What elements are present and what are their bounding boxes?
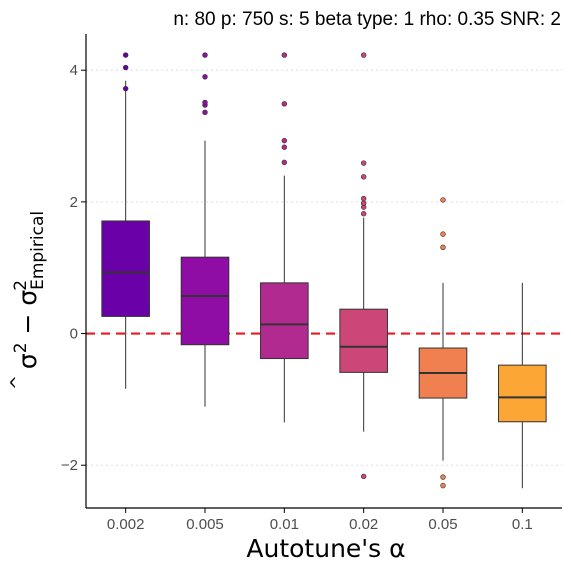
outlier-point	[122, 52, 129, 58]
outlier-point	[202, 99, 208, 106]
x-tick-label: 0.1	[512, 516, 533, 533]
box-group-2	[260, 52, 309, 423]
box-group-1	[180, 52, 230, 407]
box-group-3	[339, 52, 388, 480]
y-axis-title-power-hat: 2	[11, 342, 31, 353]
outlier-point	[440, 231, 446, 237]
y-tick-label: −2	[61, 457, 78, 474]
x-axis-ticks: 0.002 0.005 0.01 0.02 0.05 0.1	[107, 508, 533, 533]
outlier-point	[202, 52, 208, 58]
y-axis-title-text: σ2 − σ2Empirical	[11, 211, 48, 369]
chart-title: n: 80 p: 750 s: 5 beta type: 1 rho: 0.35…	[173, 9, 561, 30]
x-tick-label: 0.05	[428, 516, 457, 533]
x-tick-label: 0.005	[186, 516, 224, 533]
x-tick-label: 0.01	[270, 516, 299, 533]
y-axis-title: σ2 − σ2Empirical ^	[7, 211, 48, 390]
outlier-point	[122, 85, 129, 92]
outlier-point	[360, 473, 367, 480]
y-axis-ticks: −2 0 2 4	[61, 62, 86, 474]
box-iqr	[180, 256, 230, 346]
y-axis-title-sigma-hat: σ	[13, 353, 42, 369]
outlier-point	[281, 101, 288, 107]
outlier-point	[440, 474, 446, 480]
box-iqr	[260, 282, 309, 360]
outlier-point	[360, 195, 367, 202]
x-tick-label: 0.002	[107, 516, 145, 533]
outlier-point	[360, 200, 367, 206]
outlier-point	[440, 197, 446, 203]
box-iqr	[339, 308, 388, 373]
outlier-point	[360, 160, 367, 166]
outlier-point	[202, 74, 208, 80]
y-axis-title-minus: −	[13, 306, 42, 343]
box-group-5	[498, 282, 547, 489]
outlier-point	[360, 211, 367, 217]
outlier-point	[440, 244, 446, 251]
outlier-point	[122, 64, 129, 71]
outlier-point	[281, 137, 288, 144]
box-group-4	[418, 197, 468, 489]
y-axis-title-hat-mark: ^	[7, 375, 28, 390]
box-iqr	[101, 220, 150, 317]
outlier-point	[281, 159, 288, 166]
x-tick-label: 0.02	[349, 516, 378, 533]
outlier-point	[202, 109, 208, 116]
y-tick-label: 0	[70, 326, 78, 343]
y-axis-title-sigma: σ	[13, 290, 42, 306]
outlier-point	[440, 482, 446, 489]
x-axis-title: Autotune's α	[246, 534, 405, 563]
box-series	[101, 52, 547, 489]
y-axis-title-subscript: Empirical	[28, 211, 48, 290]
outlier-point	[281, 144, 288, 150]
box-group-0	[101, 52, 150, 389]
outlier-point	[360, 174, 367, 180]
outlier-point	[281, 52, 288, 58]
x-axis-title-symbol: α	[389, 534, 405, 563]
x-axis-title-text: Autotune's	[246, 534, 389, 563]
grid-lines	[86, 69, 562, 466]
y-tick-label: 2	[70, 194, 78, 211]
y-tick-label: 4	[70, 62, 78, 79]
box-iqr	[498, 364, 547, 423]
y-axis-title-power: 2	[11, 280, 31, 291]
outlier-point	[360, 52, 367, 58]
